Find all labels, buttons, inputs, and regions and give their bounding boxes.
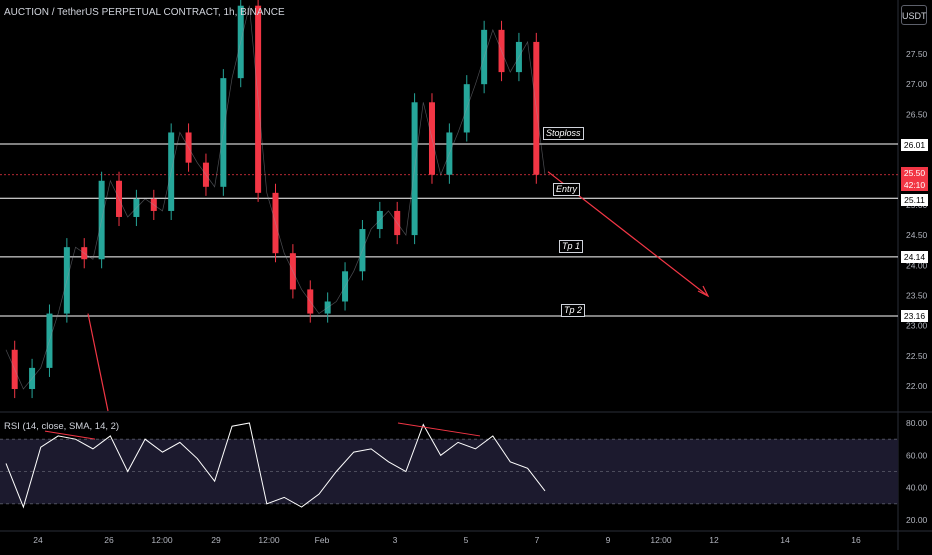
time-tick-label: 9 bbox=[606, 535, 611, 545]
price-tick-label: 24.50 bbox=[906, 230, 928, 240]
rsi-line bbox=[5, 422, 546, 509]
rsi-tick-label: 80.00 bbox=[906, 418, 928, 428]
time-tick-label: Feb bbox=[315, 535, 330, 545]
price-tick-label: 23.00 bbox=[906, 321, 928, 331]
projection-arrow-head bbox=[697, 285, 710, 298]
current-price-tag: 25.50 42:10 bbox=[901, 167, 928, 191]
time-tick-label: 24 bbox=[33, 535, 43, 545]
price-tick-label: 22.00 bbox=[906, 381, 928, 391]
rsi-tick-label: 60.00 bbox=[906, 450, 928, 460]
time-tick-label: 5 bbox=[464, 535, 469, 545]
tp1-price-tag: 24.14 bbox=[901, 251, 928, 263]
time-tick-label: 12:00 bbox=[151, 535, 173, 545]
rsi-tick-label: 20.00 bbox=[906, 515, 928, 525]
rsi-title[interactable]: RSI (14, close, SMA, 14, 2) bbox=[4, 421, 120, 432]
rsi-tick-label: 40.00 bbox=[906, 483, 928, 493]
entry-label[interactable]: Entry bbox=[553, 183, 581, 196]
price-tick-label: 24.00 bbox=[906, 260, 928, 270]
time-tick-label: 26 bbox=[104, 535, 114, 545]
time-tick-label: 14 bbox=[780, 535, 790, 545]
time-tick-label: 12:00 bbox=[650, 535, 672, 545]
time-tick-label: 12 bbox=[709, 535, 719, 545]
rsi-divergence-line bbox=[44, 430, 96, 440]
trend-line bbox=[87, 313, 109, 412]
rsi-divergence-line bbox=[397, 422, 481, 437]
time-tick-label: 3 bbox=[393, 535, 398, 545]
tp1-label[interactable]: Tp 1 bbox=[559, 240, 584, 253]
time-tick-label: 12:00 bbox=[258, 535, 280, 545]
time-tick-label: 7 bbox=[535, 535, 540, 545]
tp2-label[interactable]: Tp 2 bbox=[561, 304, 586, 317]
current-price-value: 25.50 bbox=[903, 168, 926, 178]
price-tick-label: 26.50 bbox=[906, 109, 928, 119]
stoploss-price-tag: 26.01 bbox=[901, 139, 928, 151]
stoploss-label[interactable]: Stoploss bbox=[543, 127, 584, 140]
rsi-band bbox=[0, 439, 898, 504]
currency-button[interactable]: USDT bbox=[901, 5, 927, 25]
time-tick-label: 29 bbox=[211, 535, 221, 545]
price-tick-label: 22.50 bbox=[906, 351, 928, 361]
price-close-line bbox=[5, 5, 546, 390]
price-tick-label: 27.50 bbox=[906, 49, 928, 59]
symbol-title[interactable]: AUCTION / TetherUS PERPETUAL CONTRACT, 1… bbox=[4, 7, 285, 18]
price-tick-label: 27.00 bbox=[906, 79, 928, 89]
countdown-timer: 42:10 bbox=[903, 180, 926, 190]
tp2-price-tag: 23.16 bbox=[901, 310, 928, 322]
entry-price-tag: 25.11 bbox=[901, 194, 928, 206]
time-tick-label: 16 bbox=[851, 535, 861, 545]
price-tick-label: 23.50 bbox=[906, 290, 928, 300]
